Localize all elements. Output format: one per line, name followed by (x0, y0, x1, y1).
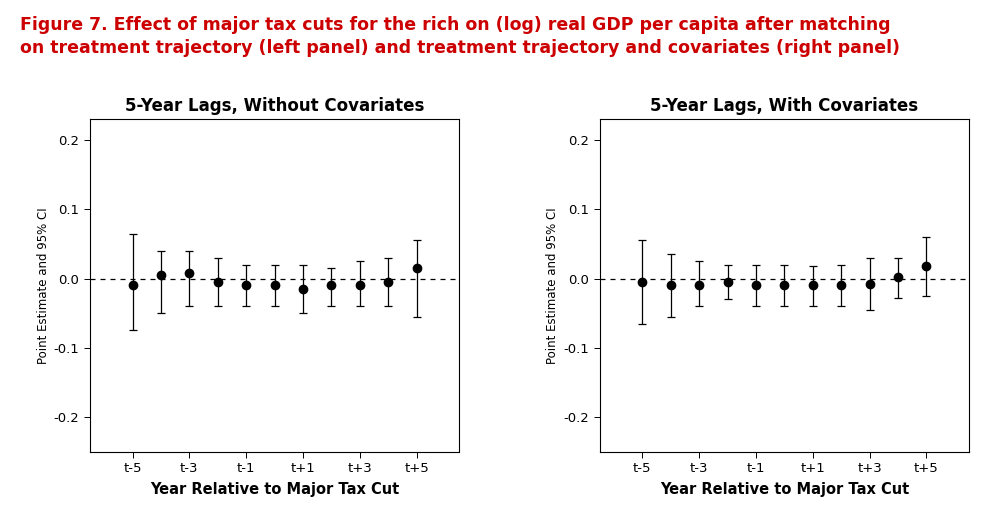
Y-axis label: Point Estimate and 95% CI: Point Estimate and 95% CI (546, 207, 559, 364)
Title: 5-Year Lags, With Covariates: 5-Year Lags, With Covariates (650, 97, 918, 115)
Title: 5-Year Lags, Without Covariates: 5-Year Lags, Without Covariates (125, 97, 425, 115)
Text: Figure 7. Effect of major tax cuts for the rich on (log) real GDP per capita aft: Figure 7. Effect of major tax cuts for t… (20, 16, 900, 57)
X-axis label: Year Relative to Major Tax Cut: Year Relative to Major Tax Cut (150, 482, 400, 497)
X-axis label: Year Relative to Major Tax Cut: Year Relative to Major Tax Cut (659, 482, 909, 497)
Y-axis label: Point Estimate and 95% CI: Point Estimate and 95% CI (37, 207, 50, 364)
